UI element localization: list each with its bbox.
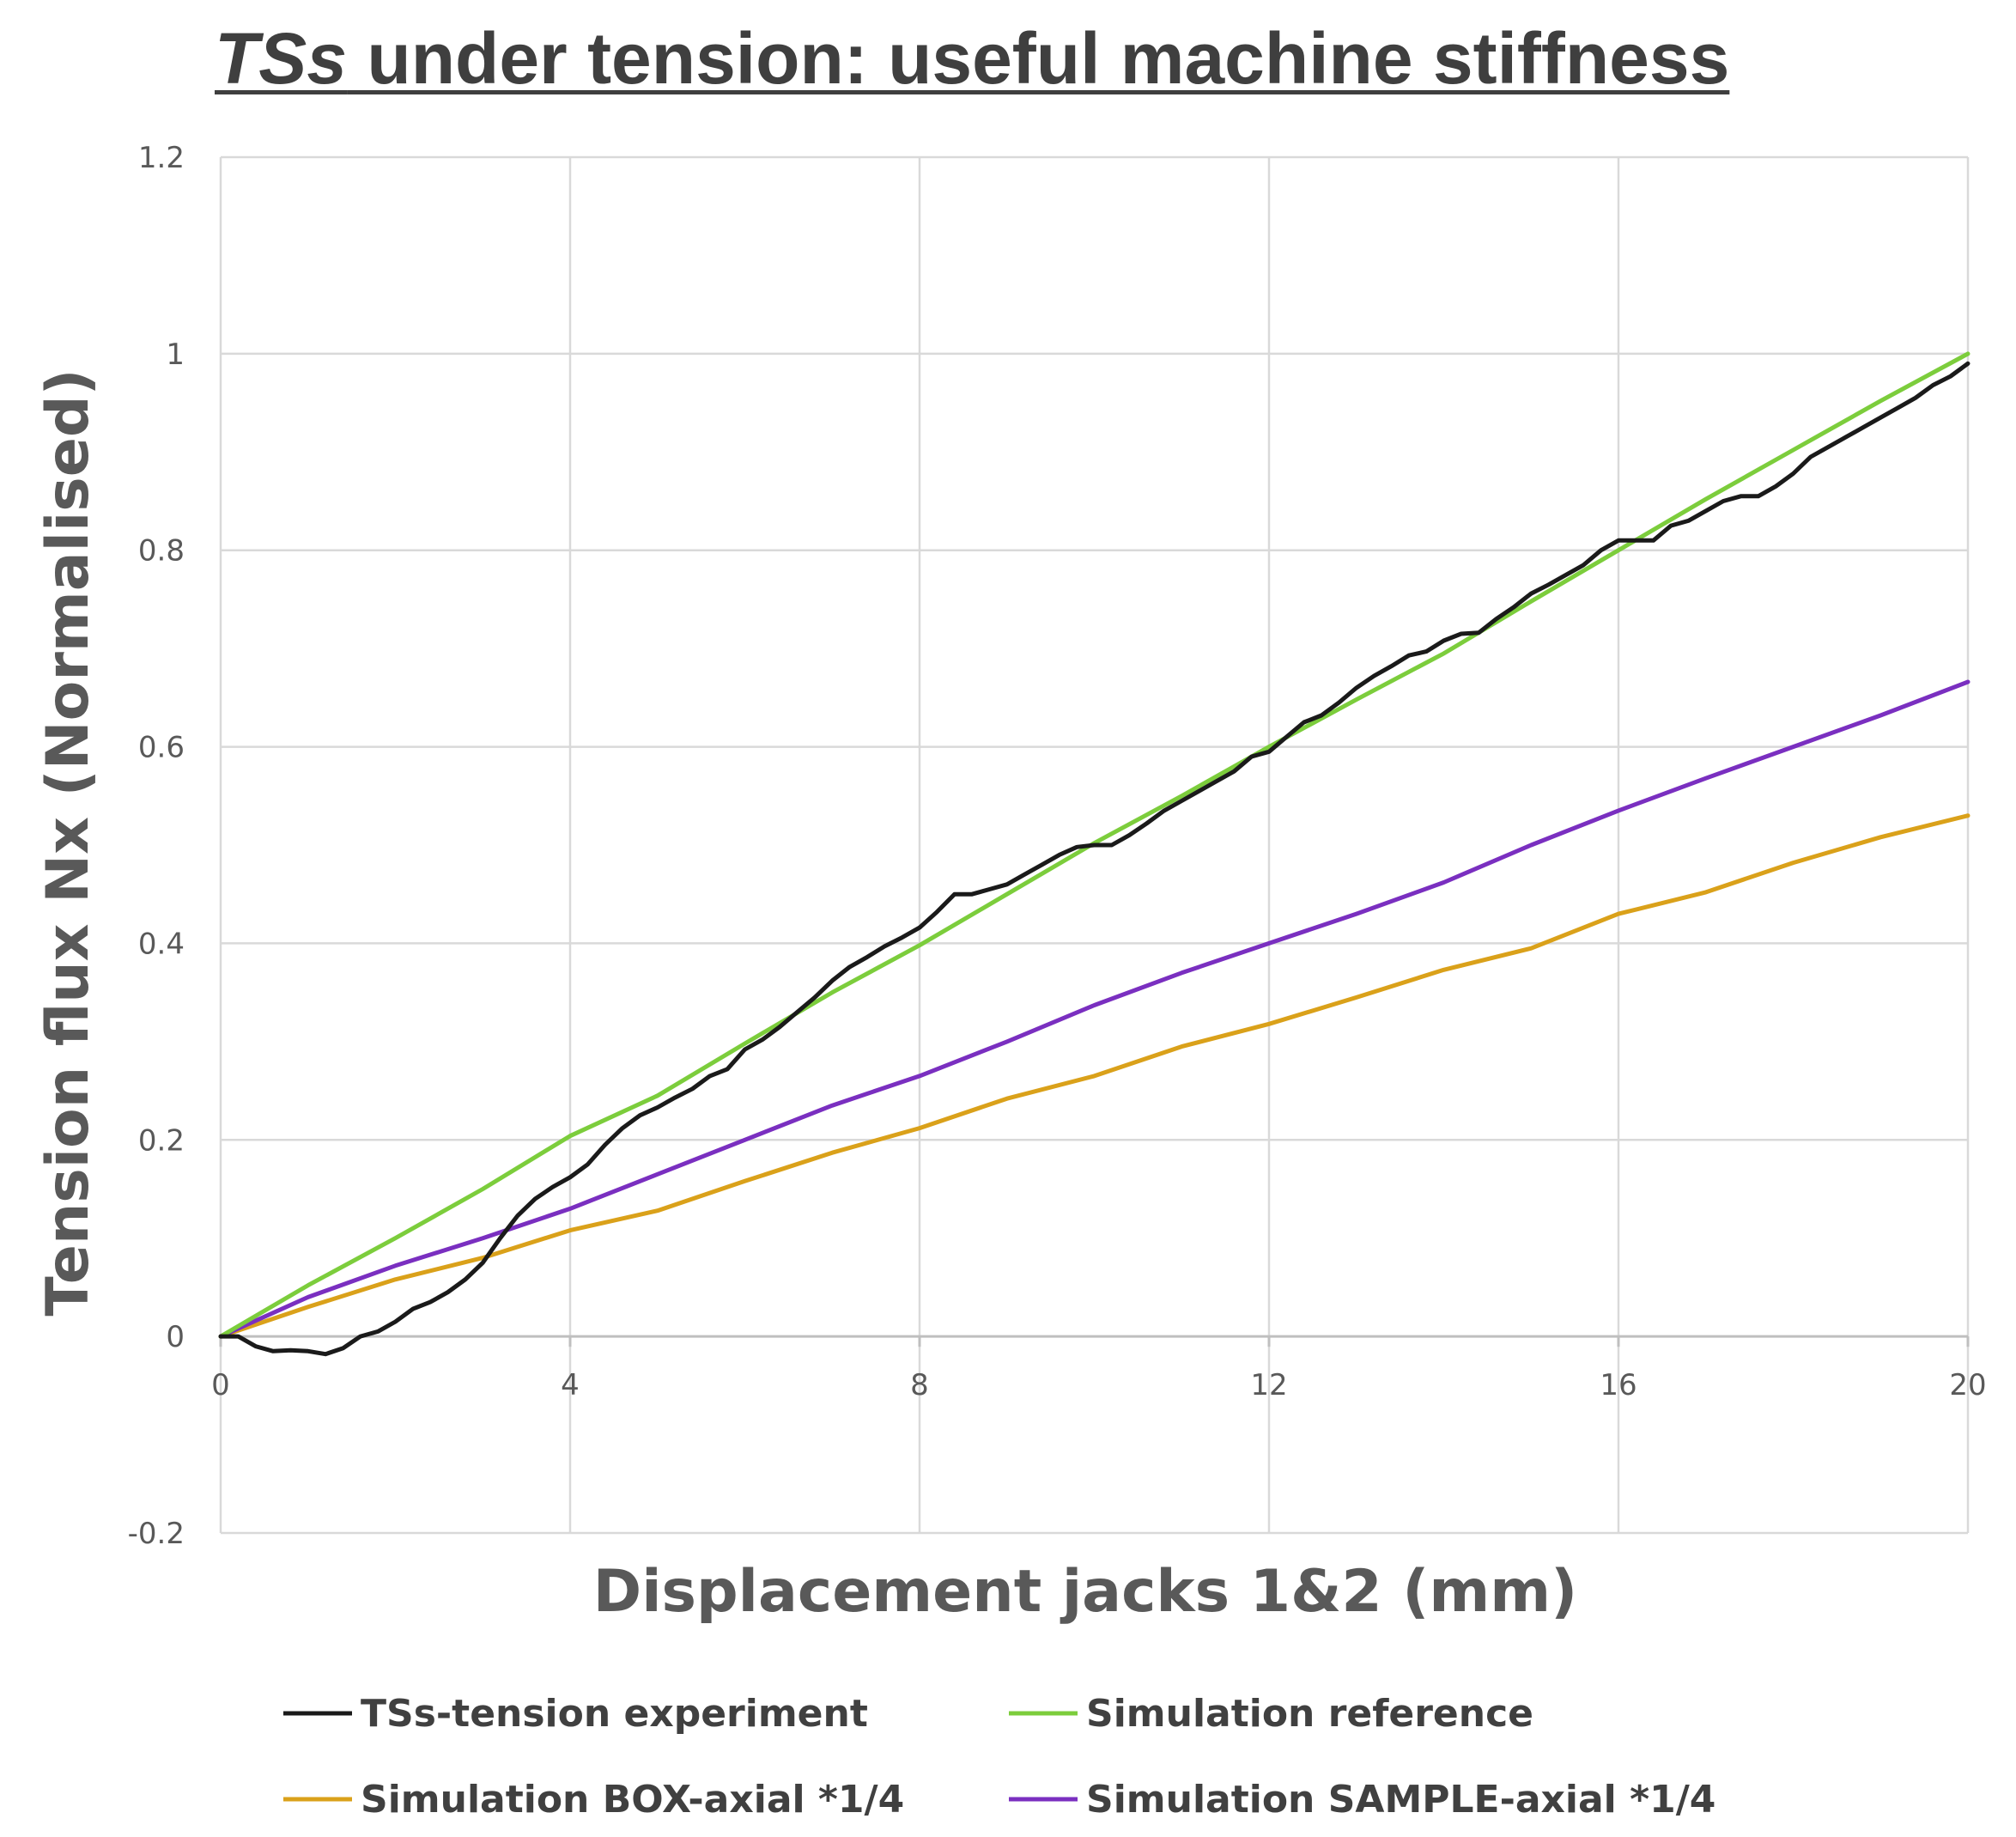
x-tick-label: 12: [1250, 1368, 1287, 1402]
y-tick-label: 1.2: [138, 141, 185, 175]
x-tick-label: 20: [1949, 1368, 1986, 1402]
gridlines: [219, 155, 1970, 1535]
series-line-tss-tension-experiment: [218, 361, 1970, 1357]
series-line-simulation-sample-axial-1-4: [218, 679, 1970, 1339]
tick-labels: -0.2 0 0.2 0.4 0.6 0.8 1 1.2 0 4 8 12 16 20: [128, 141, 1987, 1551]
y-tick-label: 0.2: [138, 1123, 185, 1158]
legend-item: Simulation SAMPLE-axial *1/4: [1009, 1778, 1715, 1822]
x-tick-label: 8: [910, 1368, 929, 1402]
chart-title-container: TSs under tension: useful machine stiffn…: [215, 15, 1846, 110]
legend-label: Simulation BOX-axial *1/4: [361, 1778, 904, 1822]
legend-label: Simulation SAMPLE-axial *1/4: [1086, 1778, 1715, 1822]
x-axis-title: Displacement jacks 1&2 (mm): [593, 1558, 1577, 1626]
chart-title-italic: TSs: [215, 18, 348, 99]
y-tick-label: 1: [166, 338, 185, 372]
legend-item: TSs-tension experiment: [283, 1692, 868, 1736]
legend-item: Simulation BOX-axial *1/4: [283, 1778, 904, 1822]
series-lines: [218, 351, 1970, 1357]
legend-label: TSs-tension experiment: [361, 1692, 868, 1736]
y-tick-label: 0: [166, 1320, 185, 1354]
x-tick-label: 0: [211, 1368, 230, 1402]
y-tick-label: -0.2: [128, 1517, 185, 1551]
series-line-simulation-box-axial-1-4: [218, 813, 1970, 1339]
chart-title-rest: under tension: useful machine stiffness: [347, 18, 1730, 99]
legend-label: Simulation reference: [1086, 1692, 1533, 1736]
x-tick-label: 4: [561, 1368, 580, 1402]
y-tick-label: 0.4: [138, 927, 185, 961]
legend: TSs-tension experiment Simulation referen…: [283, 1692, 1715, 1822]
x-tick-label: 16: [1600, 1368, 1636, 1402]
axes: [219, 1335, 1970, 1347]
legend-item: Simulation reference: [1009, 1692, 1533, 1736]
y-axis-title: Tension flux Nx (Normalised): [34, 368, 102, 1316]
y-tick-label: 0.8: [138, 534, 185, 569]
chart-title: TSs under tension: useful machine stiffn…: [215, 15, 1729, 101]
y-tick-label: 0.6: [138, 731, 185, 765]
